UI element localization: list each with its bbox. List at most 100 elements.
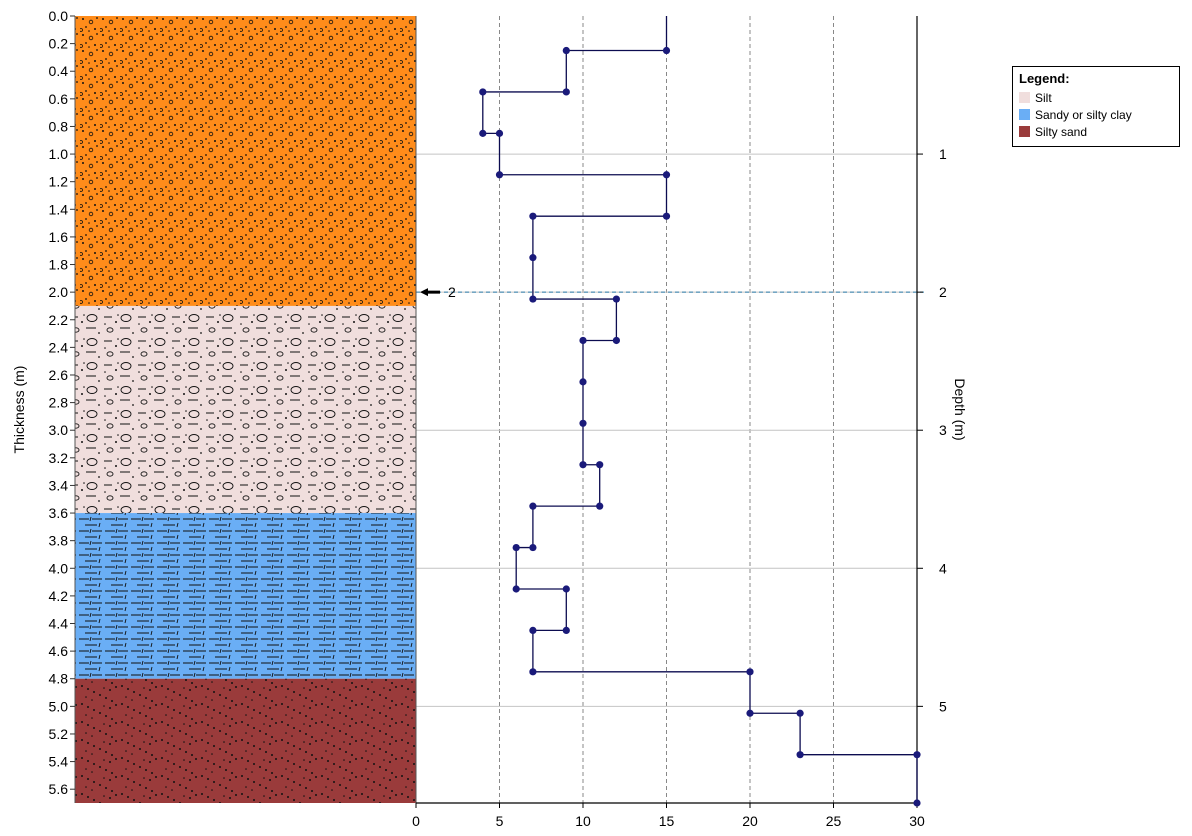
left-tick-label: 3.2 xyxy=(49,450,69,466)
left-tick-label: 2.0 xyxy=(49,284,69,300)
water-level-arrow xyxy=(420,288,428,297)
data-point xyxy=(913,799,921,807)
grid-lines xyxy=(416,16,927,803)
left-tick-label: 3.0 xyxy=(49,422,69,438)
data-point xyxy=(479,88,487,96)
left-tick-label: 1.2 xyxy=(49,174,69,190)
data-point xyxy=(495,171,504,179)
series-line xyxy=(482,16,918,803)
left-tick-label: 5.0 xyxy=(49,698,69,714)
data-point xyxy=(579,336,587,345)
left-tick-label: 1.0 xyxy=(49,146,69,162)
bottom-tick-label: 30 xyxy=(909,813,925,829)
right-axis-title: Depth (m) xyxy=(952,378,968,440)
layer-1-pattern xyxy=(75,305,416,514)
left-tick-label: 3.6 xyxy=(49,505,69,521)
lithology-column xyxy=(75,16,416,803)
left-tick-label: 5.4 xyxy=(49,754,69,770)
left-tick-label: 2.8 xyxy=(49,395,69,411)
bottom-tick-label: 10 xyxy=(575,813,591,829)
data-point xyxy=(529,543,537,552)
data-point xyxy=(529,502,537,510)
legend-title: Legend: xyxy=(1019,71,1070,86)
data-point xyxy=(529,254,537,262)
left-tick-label: 5.6 xyxy=(49,781,69,797)
right-tick-label: 5 xyxy=(939,698,947,714)
left-tick-label: 1.8 xyxy=(49,257,69,273)
left-tick-label: 0.6 xyxy=(49,91,69,107)
data-point xyxy=(512,543,520,552)
layer-0-pattern xyxy=(75,16,416,306)
layer-2-pattern xyxy=(75,513,416,679)
sand-swatch xyxy=(1019,126,1030,137)
legend-item-silt: Silt xyxy=(1019,89,1173,106)
data-point xyxy=(596,461,604,469)
data-point xyxy=(562,626,570,635)
left-tick-label: 2.2 xyxy=(49,312,69,328)
bottom-tick-label: 25 xyxy=(826,813,842,829)
data-point xyxy=(579,461,587,469)
left-tick-label: 2.6 xyxy=(49,367,69,383)
right-tick-label: 1 xyxy=(939,146,947,162)
data-point xyxy=(529,626,537,635)
left-tick-label: 1.4 xyxy=(49,201,69,217)
data-point xyxy=(562,585,570,593)
silt-swatch xyxy=(1019,92,1030,103)
left-tick-label: 5.2 xyxy=(49,726,69,742)
data-point xyxy=(495,129,504,137)
left-tick-label: 4.8 xyxy=(49,671,69,687)
legend-item-sandy-clay: Sandy or silty clay xyxy=(1019,106,1173,123)
data-point xyxy=(579,419,587,427)
data-point xyxy=(662,171,671,179)
left-tick-label: 0.8 xyxy=(49,118,69,134)
legend-label: Sandy or silty clay xyxy=(1035,107,1132,122)
left-tick-label: 4.4 xyxy=(49,616,69,632)
legend-label: Silty sand xyxy=(1035,124,1088,139)
water-level-label: 2 xyxy=(448,284,456,300)
data-point xyxy=(562,88,570,96)
axes xyxy=(70,15,923,808)
left-tick-label: 2.4 xyxy=(49,339,69,355)
right-tick-label: 4 xyxy=(939,560,947,576)
axis-labels: 0.0 0.2 0.4 0.6 0.8 1.0 1.2 1.4 1.6 1.8 2.0 2.2 2.4 2… xyxy=(11,8,968,829)
layer-3-pattern xyxy=(75,678,416,803)
data-point xyxy=(662,46,671,55)
legend-box: Legend: Silt Sandy or silty clay Silty s… xyxy=(1012,66,1180,147)
left-tick-label: 4.0 xyxy=(49,560,69,576)
data-point xyxy=(512,585,520,593)
data-point xyxy=(479,129,487,137)
data-point xyxy=(746,709,754,717)
data-point xyxy=(529,295,537,303)
data-point xyxy=(662,212,671,220)
data-point xyxy=(796,751,804,759)
legend-item-silty-sand: Silty sand xyxy=(1019,123,1173,140)
left-axis-title: Thickness (m) xyxy=(11,366,27,454)
bottom-tick-label: 15 xyxy=(659,813,675,829)
bottom-tick-label: 0 xyxy=(412,813,420,829)
step-profile xyxy=(479,16,921,807)
left-tick-label: 0.2 xyxy=(49,36,69,52)
data-point xyxy=(579,378,587,386)
left-tick-label: 3.4 xyxy=(49,477,69,493)
data-point xyxy=(913,751,921,759)
bottom-tick-label: 5 xyxy=(496,813,504,829)
right-tick-label: 3 xyxy=(939,422,947,438)
data-point xyxy=(529,212,537,220)
data-point xyxy=(796,709,804,717)
left-tick-label: 1.6 xyxy=(49,229,69,245)
left-tick-label: 0.0 xyxy=(49,8,69,24)
legend-label: Silt xyxy=(1035,90,1052,105)
left-tick-label: 0.4 xyxy=(49,63,69,79)
left-tick-label: 4.6 xyxy=(49,643,69,659)
data-point xyxy=(612,336,621,345)
right-tick-label: 2 xyxy=(939,284,947,300)
clay-swatch xyxy=(1019,109,1030,120)
data-point xyxy=(612,295,621,303)
bottom-tick-label: 20 xyxy=(742,813,758,829)
data-point xyxy=(746,668,754,676)
data-point xyxy=(529,668,537,676)
left-tick-label: 3.8 xyxy=(49,533,69,549)
data-point xyxy=(562,46,570,55)
data-point xyxy=(596,502,604,510)
